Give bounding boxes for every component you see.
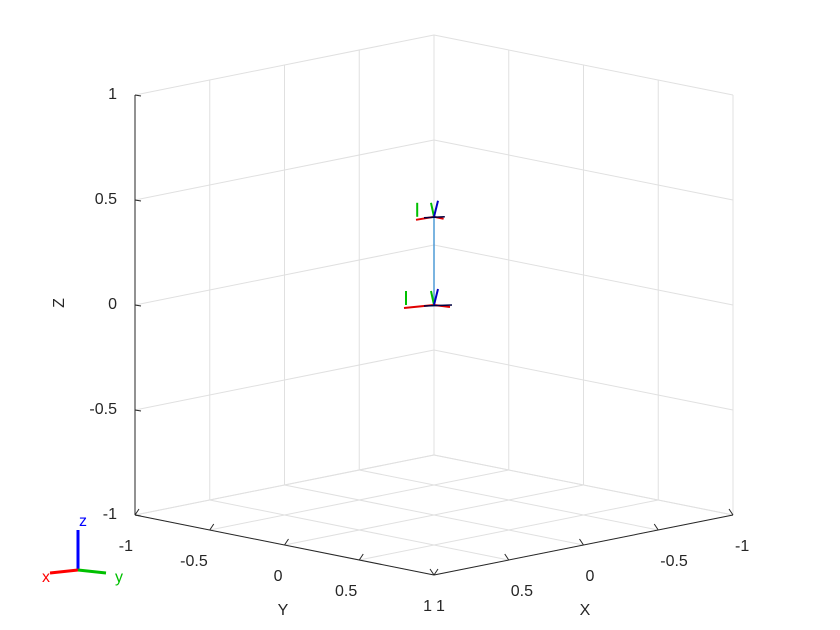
y-tick-label: -0.5 — [180, 553, 208, 570]
grid-line — [433, 34, 734, 96]
tick-mark — [429, 568, 435, 576]
grid-line — [433, 244, 734, 306]
z-tick-label: -1 — [103, 506, 117, 523]
tick-mark — [653, 523, 659, 531]
x-tick-label: -0.5 — [660, 553, 688, 570]
z-tick-label: 0.5 — [95, 191, 117, 208]
tick-mark — [504, 553, 510, 561]
frame-axis-y — [430, 202, 435, 218]
grid-line — [359, 499, 659, 561]
z-tick-label: 0 — [108, 296, 117, 313]
tick-mark — [134, 409, 142, 412]
tick-mark — [209, 523, 215, 531]
x-axis-label: X — [580, 602, 591, 619]
tick-mark — [134, 514, 142, 517]
z-tick-label: 1 — [108, 86, 117, 103]
triad-x — [49, 568, 79, 575]
frame-axis-z — [433, 288, 439, 306]
grid-line — [134, 454, 435, 516]
triad-y — [77, 568, 107, 575]
grid-line — [433, 349, 734, 411]
grid-line — [433, 139, 734, 201]
triad-x-label: x — [42, 569, 50, 586]
tick-mark — [728, 508, 734, 516]
y-axis-label: Y — [278, 602, 289, 619]
z-axis-label: Z — [51, 298, 68, 308]
grid-line — [134, 139, 435, 201]
tick-mark — [134, 304, 142, 307]
grid-line — [284, 484, 584, 546]
x-tick-label: 1 — [436, 598, 445, 615]
x-tick-label: -1 — [735, 538, 749, 555]
tick-mark — [358, 553, 364, 561]
orientation-triad: x y z — [42, 513, 123, 586]
tick-mark — [134, 94, 142, 97]
grid-line — [134, 244, 435, 306]
tick-mark — [579, 538, 584, 546]
x-tick-label: 0.5 — [511, 583, 533, 600]
tick-mark — [134, 508, 140, 516]
grid-line — [209, 469, 509, 531]
tick-mark — [284, 538, 289, 546]
tick-mark — [433, 568, 439, 576]
grid-line — [134, 34, 435, 96]
grid-line — [433, 454, 734, 516]
tick-mark — [134, 199, 142, 202]
y-tick-label: 0.5 — [335, 583, 357, 600]
y-tick-label: 1 — [423, 598, 432, 615]
triad-z-label: z — [79, 513, 87, 530]
y-tick-label: 0 — [274, 568, 283, 585]
z-tick-label: -0.5 — [89, 401, 117, 418]
frame-axis-y — [430, 290, 435, 306]
frame-axis-z — [433, 200, 439, 218]
y-tick-label: -1 — [119, 538, 133, 555]
triad-y-label: y — [115, 569, 123, 586]
x-tick-label: 0 — [586, 568, 595, 585]
frame-axis-z — [423, 216, 445, 219]
grid-line — [134, 349, 435, 411]
frame-axis-z — [423, 304, 453, 307]
